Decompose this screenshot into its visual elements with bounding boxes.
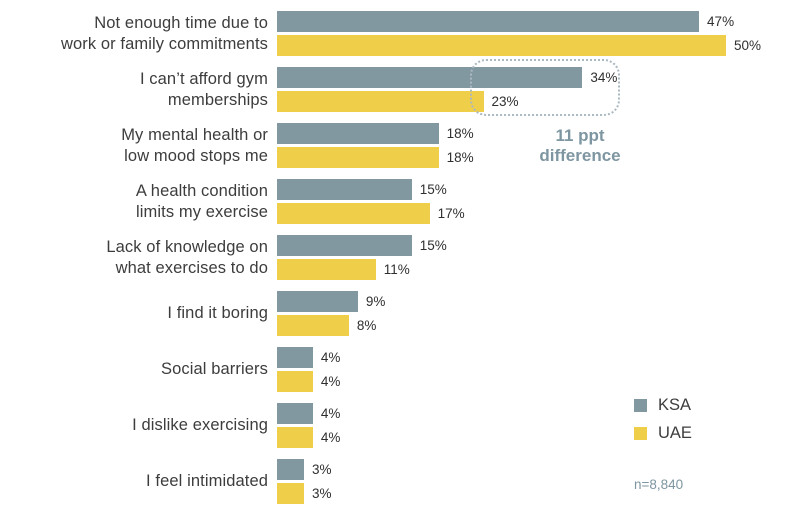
- uae-bar-value: 17%: [437, 206, 465, 221]
- uae-bar-value: 18%: [446, 150, 474, 165]
- category-label: Lack of knowledge on what exercises to d…: [106, 237, 268, 277]
- category-label: A health condition limits my exercise: [135, 181, 268, 221]
- ksa-bar-value: 18%: [446, 126, 474, 141]
- ksa-bar: [277, 123, 439, 144]
- uae-bar: [277, 35, 726, 56]
- bar-row: I find it boring 9% 8%: [0, 291, 802, 336]
- uae-bar-value: 4%: [320, 430, 341, 445]
- ksa-bar: [277, 291, 358, 312]
- uae-bar-value: 50%: [734, 38, 762, 53]
- ksa-bar: [277, 403, 313, 424]
- category-label: My mental health or low mood stops me: [121, 125, 268, 165]
- category-label: Not enough time due to work or family co…: [60, 13, 268, 53]
- uae-bar-value: 8%: [356, 318, 377, 333]
- ksa-bar-value: 4%: [320, 406, 341, 421]
- uae-bar: [277, 259, 376, 280]
- bar-row: Social barriers 4% 4%: [0, 347, 802, 392]
- legend: KSA UAE: [634, 396, 692, 443]
- uae-bar: [277, 147, 439, 168]
- ksa-legend-swatch: [634, 399, 647, 412]
- uae-bar-value: 23%: [491, 94, 519, 109]
- ksa-bar: [277, 179, 412, 200]
- bar-row: A health condition limits my exercise 15%…: [0, 179, 802, 224]
- ksa-bar-value: 47%: [707, 14, 735, 29]
- uae-bar: [277, 203, 430, 224]
- category-label: I dislike exercising: [132, 416, 268, 434]
- bar-row: I dislike exercising 4% 4%: [0, 403, 802, 448]
- uae-bar: [277, 427, 313, 448]
- sample-size-note: n=8,840: [634, 477, 684, 492]
- legend-item-ksa: KSA: [634, 396, 692, 415]
- ksa-bar: [277, 235, 412, 256]
- category-label: I find it boring: [167, 304, 268, 322]
- uae-bar-value: 11%: [383, 262, 410, 277]
- ksa-legend-label: KSA: [658, 396, 692, 414]
- bar-row: Lack of knowledge on what exercises to d…: [0, 235, 802, 280]
- category-label: I feel intimidated: [146, 472, 268, 490]
- category-label: Social barriers: [161, 360, 268, 378]
- uae-bar-value: 3%: [311, 486, 332, 501]
- ksa-bar-value: 15%: [419, 182, 447, 197]
- difference-annotation: 11 ppt difference: [539, 126, 621, 165]
- legend-item-uae: UAE: [634, 424, 692, 443]
- ksa-bar: [277, 11, 700, 32]
- uae-legend-label: UAE: [658, 424, 692, 442]
- uae-bar: [277, 483, 304, 504]
- uae-legend-swatch: [634, 427, 647, 440]
- bar-row: Not enough time due to work or family co…: [0, 11, 802, 56]
- ksa-bar-value: 3%: [311, 462, 332, 477]
- uae-bar-value: 4%: [320, 374, 341, 389]
- category-label: I can’t afford gym memberships: [139, 69, 268, 109]
- bar-row: I feel intimidated 3% 3%: [0, 459, 802, 504]
- ksa-bar-value: 9%: [365, 294, 386, 309]
- uae-bar: [277, 315, 349, 336]
- ksa-bar: [277, 67, 583, 88]
- uae-bar: [277, 91, 484, 112]
- ksa-bar-value: 4%: [320, 350, 341, 365]
- bar-row: I can’t afford gym memberships 34% 23%: [0, 67, 802, 112]
- ksa-bar: [277, 459, 304, 480]
- ksa-bar-value: 15%: [419, 238, 447, 253]
- difference-highlight-box: [470, 59, 620, 116]
- uae-bar: [277, 371, 313, 392]
- ksa-bar: [277, 347, 313, 368]
- bar-row: My mental health or low mood stops me 18%…: [0, 123, 802, 168]
